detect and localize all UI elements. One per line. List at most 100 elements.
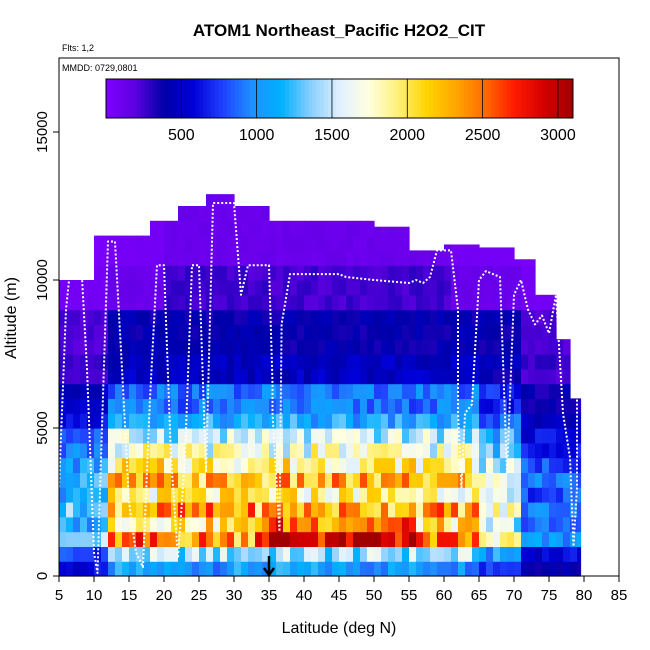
heatmap-cell	[360, 457, 368, 473]
heatmap-cell	[80, 383, 88, 399]
heatmap-cell	[171, 354, 179, 370]
heatmap-cell	[367, 309, 375, 325]
heatmap-cell	[479, 398, 487, 414]
heatmap-cell	[395, 413, 403, 429]
heatmap-cell	[381, 339, 389, 355]
heatmap-cell	[276, 516, 284, 533]
heatmap-cell	[206, 413, 214, 429]
heatmap-cell	[241, 324, 249, 340]
heatmap-cell	[101, 324, 109, 340]
heatmap-cell	[157, 368, 165, 385]
heatmap-cell	[262, 383, 270, 399]
heatmap-cell	[563, 354, 571, 370]
heatmap-cell	[276, 280, 284, 296]
heatmap-cell	[164, 235, 172, 251]
heatmap-cell	[409, 280, 417, 296]
heatmap-cell	[451, 309, 459, 325]
heatmap-cell	[430, 265, 438, 281]
heatmap-cell	[528, 516, 536, 533]
heatmap-cell	[80, 457, 88, 473]
heatmap-cell	[108, 472, 116, 488]
heatmap-cell	[185, 250, 193, 266]
heatmap-cell	[227, 561, 235, 577]
heatmap-cell	[122, 368, 130, 385]
heatmap-cell	[570, 502, 578, 518]
heatmap-cell	[290, 442, 298, 459]
heatmap-cell	[360, 250, 368, 266]
heatmap-cell	[528, 546, 536, 562]
heatmap-cell	[59, 472, 67, 488]
heatmap-cell	[577, 561, 582, 577]
heatmap-cell	[409, 442, 417, 459]
heatmap-cell	[388, 309, 396, 325]
heatmap-cell	[332, 457, 340, 473]
heatmap-cell	[87, 309, 95, 325]
heatmap-cell	[185, 472, 193, 488]
heatmap-cell	[570, 561, 578, 577]
x-tick-label: 70	[506, 587, 523, 604]
heatmap-cell	[416, 472, 424, 488]
heatmap-cell	[549, 398, 557, 414]
heatmap-cell	[206, 220, 214, 237]
heatmap-cell	[185, 398, 193, 414]
heatmap-cell	[262, 502, 270, 518]
heatmap-cell	[157, 265, 165, 281]
heatmap-cell	[479, 280, 487, 296]
heatmap-cell	[108, 546, 116, 562]
heatmap-cell	[255, 265, 263, 281]
heatmap-cell	[528, 398, 536, 414]
heatmap-cell	[318, 561, 326, 577]
heatmap-cell	[514, 368, 522, 385]
heatmap-cell	[458, 442, 466, 459]
heatmap-cell	[185, 546, 193, 562]
heatmap-cell	[318, 487, 326, 503]
heatmap-cell	[122, 413, 130, 429]
heatmap-cell	[479, 442, 487, 459]
heatmap-cell	[346, 339, 354, 355]
heatmap-cell	[262, 294, 270, 311]
heatmap-cell	[59, 309, 67, 325]
heatmap-cell	[143, 309, 151, 325]
heatmap-cell	[129, 398, 137, 414]
heatmap-cell	[423, 280, 431, 296]
colorbar-segment	[179, 79, 185, 118]
heatmap-cell	[430, 280, 438, 296]
colorbar-segment	[249, 79, 255, 118]
heatmap-cell	[164, 516, 172, 533]
heatmap-cell	[353, 472, 361, 488]
heatmap-cell	[451, 244, 459, 251]
heatmap-cell	[213, 220, 221, 237]
heatmap-cell	[143, 472, 151, 488]
heatmap-cell	[157, 354, 165, 370]
heatmap-cell	[325, 502, 333, 518]
heatmap-cell	[339, 309, 347, 325]
heatmap-cell	[402, 354, 410, 370]
heatmap-cell	[318, 220, 326, 237]
heatmap-cell	[304, 235, 312, 251]
heatmap-cell	[143, 442, 151, 459]
heatmap-cell	[248, 354, 256, 370]
heatmap-cell	[493, 561, 501, 577]
heatmap-cell	[451, 354, 459, 370]
heatmap-cell	[430, 383, 438, 399]
heatmap-cell	[248, 235, 256, 251]
heatmap-cell	[535, 368, 543, 385]
heatmap-cell	[87, 442, 95, 459]
heatmap-cell	[458, 561, 466, 577]
colorbar-segment	[553, 79, 558, 118]
heatmap-cell	[521, 457, 529, 473]
heatmap-cell	[479, 472, 487, 488]
heatmap-cell	[87, 294, 95, 311]
heatmap-cell	[388, 324, 396, 340]
heatmap-cell	[374, 561, 382, 577]
heatmap-cell	[304, 531, 312, 547]
heatmap-cell	[234, 265, 242, 281]
heatmap-cell	[220, 502, 228, 518]
heatmap-cell	[381, 546, 389, 562]
heatmap-cell	[115, 280, 123, 296]
heatmap-cell	[472, 531, 480, 547]
colorbar-segment	[456, 79, 461, 118]
colorbar-segment	[281, 79, 286, 118]
